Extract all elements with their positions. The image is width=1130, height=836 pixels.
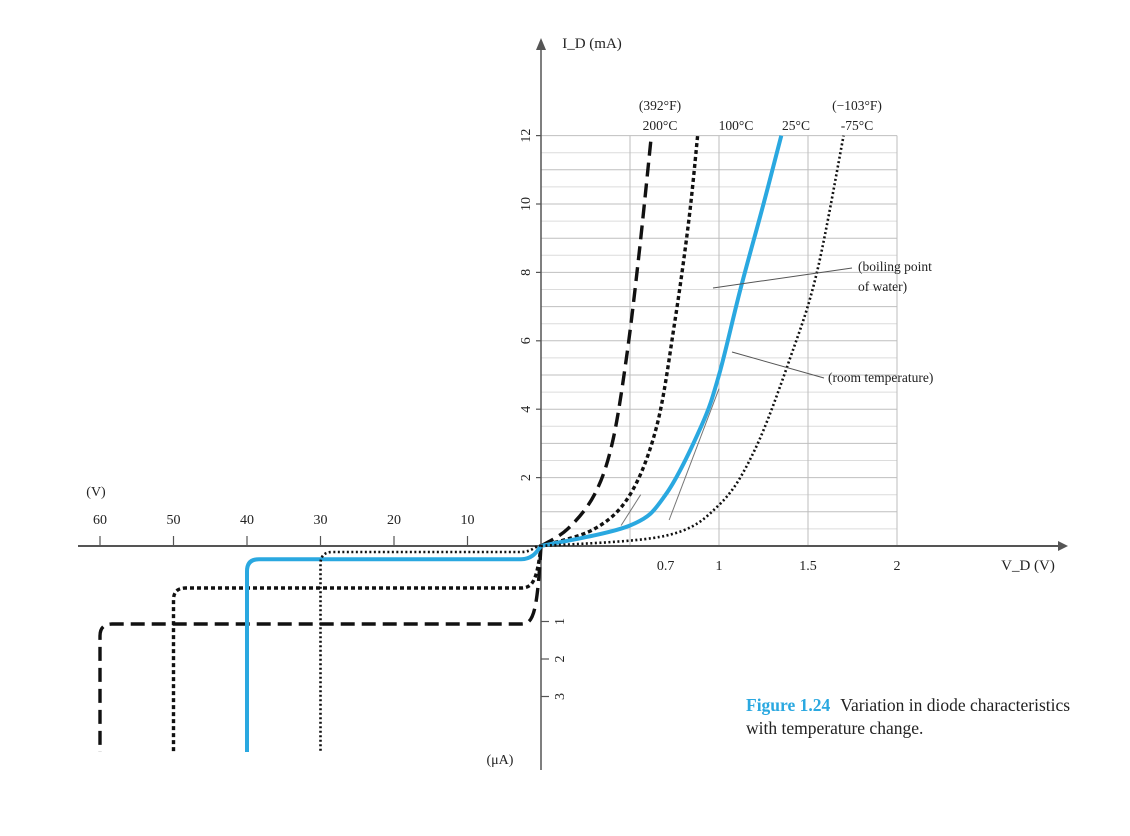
- tangent-line: [620, 494, 642, 526]
- x-tick-label: 1.5: [799, 559, 817, 574]
- forward-curve-3: [540, 135, 845, 548]
- reverse-x-tick-label: 40: [240, 513, 254, 528]
- x-axis-label: V_D (V): [1001, 558, 1055, 574]
- reverse-x-tick-label: 30: [314, 513, 328, 528]
- forward-curve-1: [540, 135, 700, 548]
- reverse-curve-2: [245, 544, 543, 752]
- temp-label-c: 100°C: [719, 118, 754, 133]
- forward-curve-2: [540, 135, 784, 548]
- leader-line-room: [731, 351, 825, 379]
- y-tick-label: 4: [519, 406, 534, 413]
- x-tick-label: 1: [716, 559, 723, 574]
- grid: [541, 135, 898, 546]
- reverse-curve-3: [319, 544, 542, 752]
- y-tick-label: 2: [519, 474, 534, 481]
- temp-label-c: 200°C: [643, 118, 678, 133]
- y-tick-label: 10: [519, 197, 534, 211]
- reverse-current-unit: (μA): [487, 753, 514, 768]
- annotation-room: (room temperature): [828, 370, 933, 385]
- tangent-line: [668, 388, 720, 521]
- reverse-y-tick-label: 1: [553, 618, 568, 625]
- temp-label-f: (−103°F): [832, 98, 882, 113]
- curves: [98, 135, 845, 752]
- annotation-boiling: (boiling point: [858, 259, 932, 274]
- axes: [78, 38, 1068, 770]
- reverse-x-tick-label: 10: [461, 513, 475, 528]
- annotation-boiling: of water): [858, 279, 907, 294]
- temp-label-c: 25°C: [782, 118, 810, 133]
- reverse-y-tick-label: 3: [553, 693, 568, 700]
- reverse-x-tick-label: 20: [387, 513, 401, 528]
- reverse-x-tick-label: 50: [167, 513, 181, 528]
- reverse-y-tick-label: 2: [553, 656, 568, 663]
- temp-label-f: (392°F): [639, 98, 681, 113]
- forward-curve-0: [540, 135, 654, 548]
- y-tick-label: 8: [519, 269, 534, 276]
- temp-label-c: -75°C: [841, 118, 873, 133]
- x-axis-arrow: [1058, 541, 1068, 551]
- y-tick-label: 12: [519, 129, 534, 143]
- y-tick-label: 6: [519, 337, 534, 344]
- reverse-x-tick-label: 60: [93, 513, 107, 528]
- y-axis-label: I_D (mA): [562, 36, 622, 52]
- figure-caption: Figure 1.24 Variation in diode characteri…: [746, 694, 1076, 740]
- x-tick-label: 2: [894, 559, 901, 574]
- reverse-curve-0: [98, 545, 543, 752]
- caption-text: Variation in diode characteristics with …: [746, 695, 1071, 738]
- leader-line-boiling: [712, 267, 853, 289]
- reverse-curve-1: [171, 545, 543, 752]
- reverse-voltage-unit: (V): [86, 485, 106, 500]
- y-axis-arrow: [536, 38, 546, 50]
- x-tick-label: 0.7: [657, 559, 675, 574]
- caption-label: Figure 1.24: [746, 695, 831, 715]
